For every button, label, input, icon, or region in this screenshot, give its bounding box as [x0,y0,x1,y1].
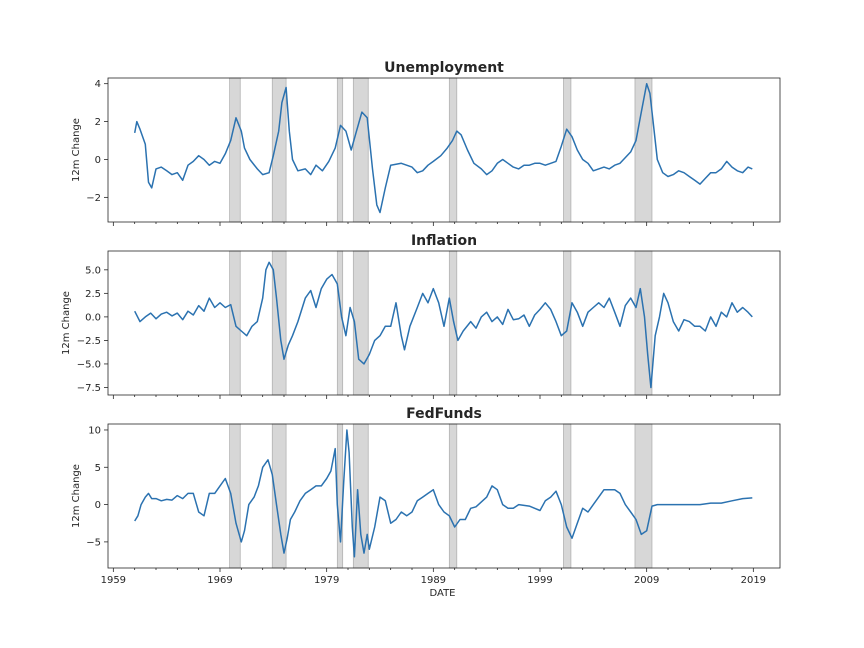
recession-band [634,423,653,569]
y-tick-label: 4 [95,79,101,90]
recession-band [336,77,344,223]
x-tick-label: 2009 [634,575,659,586]
recession-band [352,77,369,223]
recession-band [271,423,287,569]
y-tick-label: −7.5 [77,383,101,394]
recession-band [336,250,344,396]
x-tick-label: 1959 [101,575,126,586]
y-tick-label: −2 [86,193,101,204]
recession-band [563,423,572,569]
x-tick-label: 1979 [314,575,339,586]
y-tick-label: −2.5 [77,336,101,347]
plot-frame [107,423,781,569]
series-line [134,429,753,558]
y-tick-label: 5.0 [85,265,101,276]
panel-fedfunds: −5 0 5 10 FedFunds 12m Change [71,406,781,569]
chart-title: Unemployment [384,60,504,76]
y-tick-label: 0 [95,500,101,511]
series-line [133,82,753,214]
y-axis-label: 12m Change [61,291,72,355]
recession-band [448,250,458,396]
recession-band [448,423,458,569]
panel-unemployment: −2 0 2 4 Unemployment 12m Change [71,60,781,226]
y-tick-label: 10 [88,425,101,436]
plot-frame [107,250,781,396]
y-tick-label: 2.5 [85,289,101,300]
panel-inflation: −7.5 −5.0 −2.5 0.0 2.5 5.0 Inflation 12m Change [61,233,781,399]
chart-title: FedFunds [406,406,482,422]
y-tick-label: −5 [86,537,101,548]
recession-band [448,77,458,223]
y-tick-label: 0 [95,155,101,166]
recession-band [336,423,344,569]
y-tick-label: 2 [95,117,101,128]
series-line [134,261,753,389]
x-axis-label: DATE [429,588,455,599]
recession-band [563,77,572,223]
shared-x-axis: 1959 1969 1979 1989 1999 2009 2019 [101,568,766,586]
recession-band [229,77,241,223]
recession-band [563,250,572,396]
y-tick-label: −5.0 [77,359,101,370]
x-tick-label: 1969 [207,575,232,586]
x-tick-label: 2019 [741,575,766,586]
x-tick-label: 1999 [527,575,552,586]
plot-frame [107,77,781,223]
chart-title: Inflation [411,233,477,249]
y-axis-label: 12m Change [71,118,82,182]
recession-band [352,250,369,396]
y-tick-label: 0.0 [85,312,101,323]
x-tick-label: 1989 [421,575,446,586]
y-tick-label: 5 [95,463,101,474]
y-axis-label: 12m Change [71,464,82,528]
